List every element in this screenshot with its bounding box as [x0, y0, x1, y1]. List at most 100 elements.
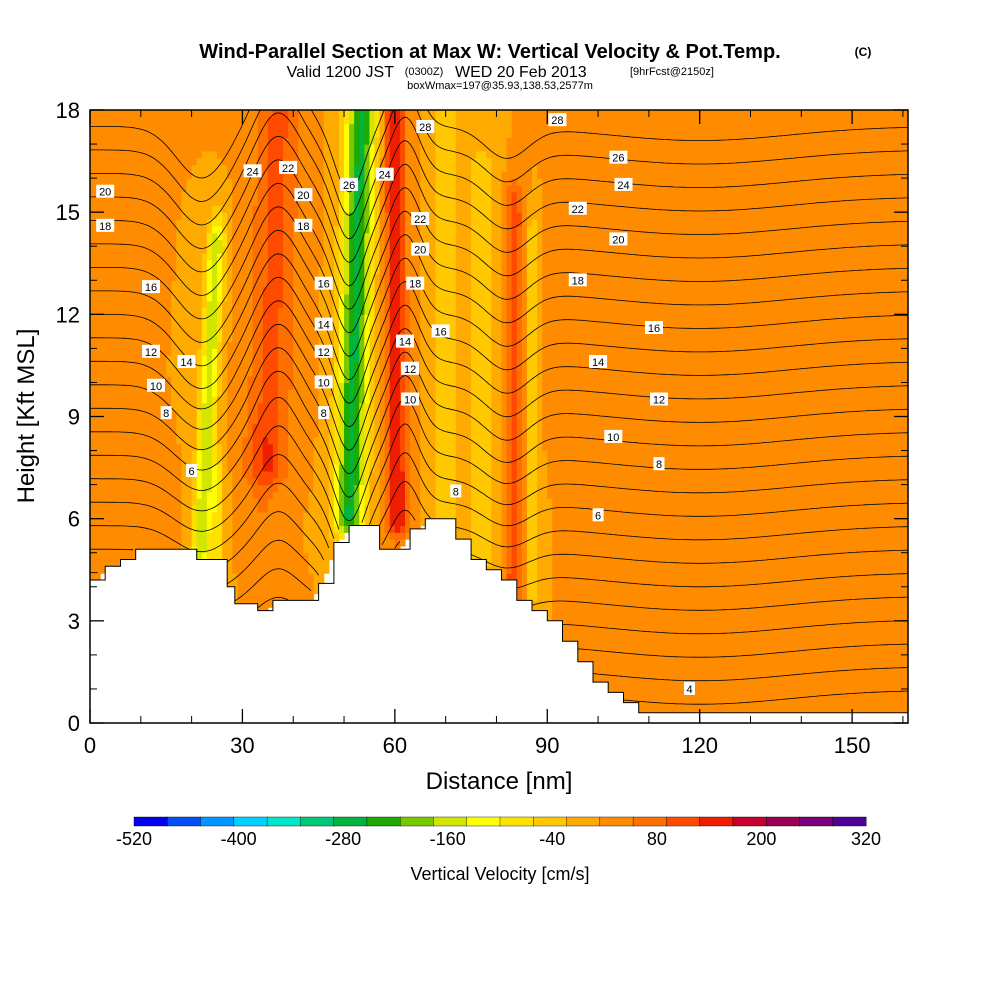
velocity-cell [384, 321, 391, 329]
velocity-cell [186, 293, 193, 302]
velocity-cell [217, 355, 223, 363]
velocity-cell [308, 171, 315, 179]
velocity-cell [161, 518, 167, 527]
velocity-cell [156, 178, 162, 186]
velocity-cell [425, 477, 432, 486]
velocity-cell [100, 525, 106, 533]
velocity-cell [313, 477, 320, 486]
velocity-cell [171, 491, 177, 499]
velocity-cell [130, 450, 137, 458]
velocity-cell [115, 266, 122, 275]
velocity-cell [217, 327, 223, 336]
velocity-cell [181, 171, 188, 179]
velocity-cell [232, 225, 238, 234]
velocity-cell [354, 205, 360, 213]
velocity-cell [145, 307, 152, 315]
velocity-cell [100, 144, 106, 152]
velocity-cell [374, 157, 381, 166]
velocity-cell [100, 491, 106, 499]
velocity-cell [222, 355, 228, 363]
velocity-cell [181, 273, 188, 281]
velocity-cell [161, 436, 167, 445]
velocity-cell [389, 321, 396, 329]
velocity-cell [308, 396, 315, 404]
velocity-cell [206, 239, 213, 247]
velocity-cell [354, 457, 360, 465]
velocity-cell [135, 341, 142, 349]
velocity-cell [140, 327, 147, 336]
velocity-cell [95, 232, 101, 241]
velocity-cell [435, 218, 442, 227]
velocity-cell [191, 123, 198, 132]
velocity-cell [349, 457, 355, 465]
velocity-cell [120, 389, 127, 397]
velocity-cell [95, 464, 101, 472]
velocity-cell [217, 232, 223, 241]
velocity-cell [176, 430, 183, 438]
velocity-cell [267, 334, 274, 343]
velocity-cell [308, 123, 315, 132]
velocity-cell [344, 355, 350, 363]
velocity-cell [308, 280, 315, 288]
velocity-cell [399, 232, 406, 241]
velocity-cell [394, 327, 401, 336]
velocity-cell [257, 178, 264, 186]
velocity-cell [176, 423, 183, 431]
velocity-cell [237, 198, 244, 206]
velocity-cell [379, 130, 386, 138]
velocity-cell [206, 273, 213, 281]
velocity-cell [237, 464, 244, 472]
velocity-cell [389, 416, 396, 424]
velocity-cell [405, 110, 411, 118]
velocity-cell [445, 402, 452, 411]
velocity-cell [430, 212, 437, 220]
velocity-cell [135, 436, 142, 445]
velocity-cell [211, 484, 218, 493]
velocity-cell [201, 123, 208, 132]
velocity-cell [435, 348, 442, 356]
velocity-cell [435, 178, 442, 186]
velocity-cell [130, 191, 137, 200]
velocity-cell [95, 171, 101, 179]
velocity-cell [196, 300, 203, 309]
velocity-cell [283, 552, 289, 561]
velocity-cell [242, 348, 249, 356]
velocity-cell [115, 396, 122, 404]
velocity-cell [105, 110, 111, 118]
velocity-cell [440, 457, 447, 465]
velocity-cell [293, 396, 299, 404]
velocity-cell [237, 402, 244, 411]
velocity-cell [277, 191, 284, 200]
velocity-cell [405, 123, 411, 132]
velocity-cell [460, 532, 467, 540]
velocity-cell [333, 498, 340, 506]
velocity-cell [100, 355, 106, 363]
velocity-cell [277, 389, 284, 397]
velocity-cell [384, 178, 391, 186]
velocity-cell [313, 191, 320, 200]
velocity-cell [384, 450, 391, 458]
velocity-cell [227, 491, 233, 499]
velocity-cell [349, 273, 355, 281]
velocity-cell [267, 579, 274, 588]
velocity-cell [430, 246, 437, 254]
velocity-cell [272, 477, 279, 486]
velocity-cell [384, 341, 391, 349]
velocity-cell [344, 137, 350, 145]
velocity-cell [283, 477, 289, 486]
velocity-cell [237, 178, 244, 186]
velocity-cell [90, 137, 96, 145]
velocity-cell [435, 137, 442, 145]
velocity-cell [100, 484, 106, 493]
velocity-cell [349, 396, 355, 404]
velocity-cell [267, 559, 274, 567]
velocity-cell [130, 368, 137, 377]
velocity-cell [272, 539, 279, 547]
velocity-cell [110, 253, 116, 261]
velocity-cell [156, 470, 162, 479]
velocity-cell [90, 239, 96, 247]
velocity-cell [110, 368, 116, 377]
velocity-cell [293, 130, 299, 138]
velocity-cell [415, 470, 421, 479]
velocity-cell [405, 464, 411, 472]
